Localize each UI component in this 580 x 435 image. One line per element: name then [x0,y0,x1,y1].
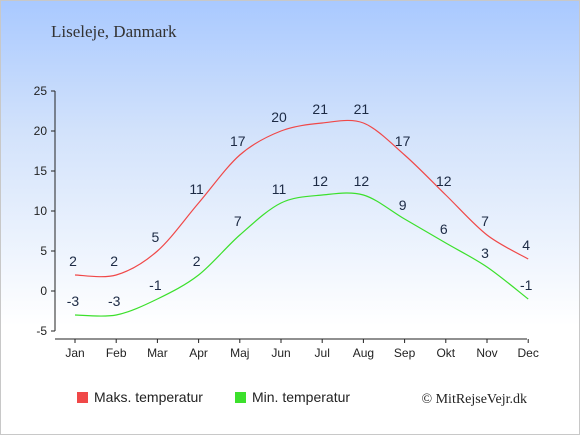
y-tick-label: 10 [34,204,48,218]
x-tick-label: Sep [394,346,416,360]
y-tick-label: -5 [36,324,47,338]
data-label-max: 12 [436,173,452,189]
x-tick-label: Mar [147,346,168,360]
legend-label-max: Maks. temperatur [94,389,203,405]
data-label-min: 6 [440,221,448,237]
data-label-min: -1 [149,277,162,293]
data-label-min: -1 [520,277,533,293]
legend-swatch-min [235,392,246,403]
copyright-text: © MitRejseVejr.dk [421,392,527,407]
x-tick-label: Nov [476,346,497,360]
data-label-min: 12 [312,173,328,189]
data-label-max: 11 [189,181,204,197]
y-tick-label: 15 [34,164,48,178]
data-label-max: 2 [110,253,118,269]
x-tick-label: Jun [271,346,290,360]
data-label-min: 2 [193,253,201,269]
data-label-max: 2 [69,253,77,269]
data-label-max: 4 [522,237,530,253]
legend: Maks. temperatur Min. temperatur [77,389,350,405]
data-label-min: 12 [354,173,370,189]
data-label-min: 9 [399,197,407,213]
x-tick-label: Jan [65,346,84,360]
legend-label-min: Min. temperatur [252,389,350,405]
data-label-max: 21 [354,101,370,117]
series-line-min [74,192,529,317]
data-label-max: 5 [152,229,160,245]
data-label-min: 11 [272,181,287,197]
x-tick-label: Dec [518,346,539,360]
data-label-max: 7 [481,213,489,229]
y-ticks: -5 0 5 10 15 20 25 [34,84,55,338]
x-tick-label: Feb [106,346,127,360]
data-label-min: -3 [108,293,121,309]
x-tick-label: Maj [230,346,249,360]
x-tick-label: Aug [353,346,374,360]
legend-swatch-max [77,392,88,403]
chart-title: Liseleje, Danmark [51,22,177,41]
x-ticks: Jan Feb Mar Apr Maj Jun Jul Aug Sep Okt Nov Dec [65,339,539,360]
data-label-max: 17 [395,133,411,149]
data-label-min: 7 [234,213,242,229]
series-line-max [74,119,529,278]
series-lines [74,119,529,317]
x-tick-label: Jul [315,346,330,360]
y-tick-label: 5 [40,244,47,258]
data-labels: 2 2 5 11 17 20 21 21 17 12 7 4 -3 -3 -1 2 7 11 12 12 9 6 3 -1 [67,101,533,309]
data-label-min: -3 [67,293,80,309]
data-label-max: 21 [312,101,328,117]
y-tick-label: 25 [34,84,48,98]
data-label-min: 3 [481,245,489,261]
x-tick-label: Apr [189,346,208,360]
y-tick-label: 20 [34,124,48,138]
y-tick-label: 0 [40,284,47,298]
data-label-max: 17 [230,133,246,149]
x-tick-label: Okt [436,346,455,360]
data-label-max: 20 [271,109,287,125]
